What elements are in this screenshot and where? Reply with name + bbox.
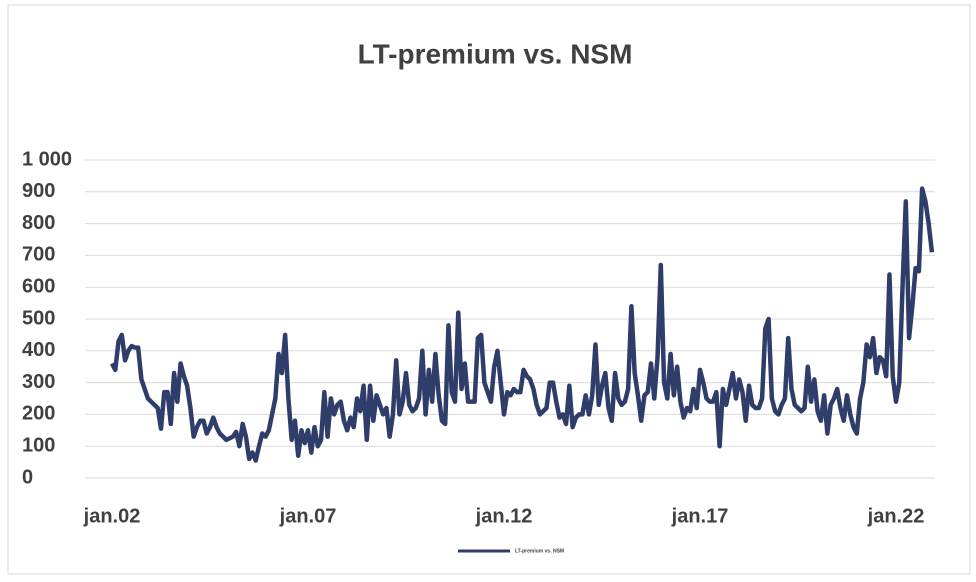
y-tick-label: 400 [22, 339, 55, 361]
x-tick-label: jan.12 [475, 505, 533, 527]
x-tick-label: jan.07 [279, 505, 337, 527]
y-tick-label: 500 [22, 307, 55, 329]
chart-frame [7, 4, 971, 575]
y-tick-label: 0 [22, 466, 33, 488]
x-tick-label: jan.17 [671, 505, 729, 527]
y-tick-label: 800 [22, 212, 55, 234]
y-tick-label: 1 000 [22, 148, 72, 170]
y-tick-label: 100 [22, 434, 55, 456]
y-tick-label: 700 [22, 244, 55, 266]
data-line [109, 186, 935, 463]
chart-title: LT-premium vs. NSM [358, 38, 633, 69]
x-tick-label: jan.02 [83, 505, 141, 527]
y-tick-label: 200 [22, 403, 55, 425]
x-tick-label: jan.22 [867, 505, 925, 527]
y-tick-label: 900 [22, 180, 55, 202]
legend-label: LT-premium vs. NSM [515, 548, 564, 554]
y-tick-label: 600 [22, 275, 55, 297]
y-tick-label: 300 [22, 371, 55, 393]
